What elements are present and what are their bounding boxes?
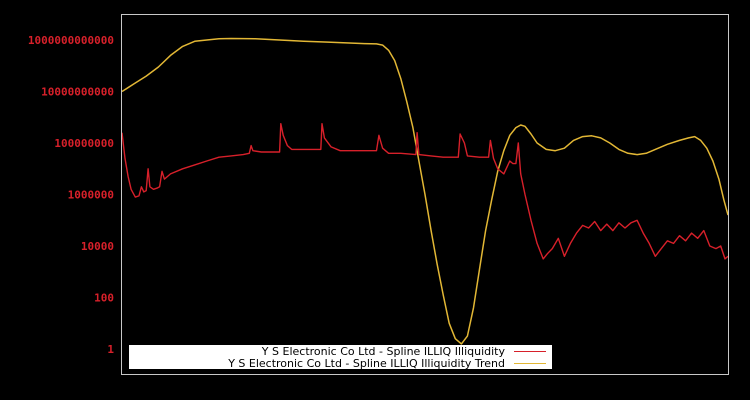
legend: Y S Electronic Co Ltd - Spline ILLIQ Ill… <box>129 345 552 370</box>
y-tick-label: 10000 <box>81 240 114 253</box>
illiquidity-trend-line <box>122 37 728 345</box>
legend-label-trend: Y S Electronic Co Ltd - Spline ILLIQ Ill… <box>227 357 505 370</box>
y-tick-label: 1000000 <box>68 189 114 202</box>
y-tick-label: 1 <box>107 343 114 356</box>
series-layer <box>122 37 728 345</box>
plot-frame <box>121 14 729 375</box>
legend-label-illiquidity: Y S Electronic Co Ltd - Spline ILLIQ Ill… <box>261 345 506 358</box>
y-tick-label: 10000000000 <box>41 86 114 99</box>
illiquidity-line <box>122 122 728 260</box>
y-tick-label: 1000000000000 <box>28 34 114 47</box>
y-tick-label: 100 <box>94 292 114 305</box>
legend-box <box>129 345 552 369</box>
y-tick-label: 100000000 <box>54 137 114 150</box>
y-axis-ticks: 1000000000000 10000000000 100000000 1000000… <box>28 34 114 356</box>
